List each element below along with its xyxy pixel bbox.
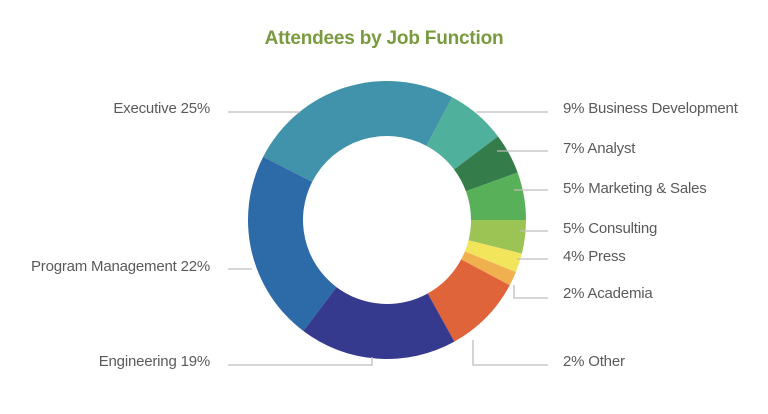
label-business-development: 9% Business Development [563, 100, 738, 117]
slice-consulting [468, 220, 526, 254]
label-marketing-sales: 5% Marketing & Sales [563, 180, 707, 197]
slice-business-development [426, 97, 499, 170]
slice-analyst [454, 136, 518, 192]
leader-lines [228, 111, 548, 366]
slice-marketing-sales [465, 172, 526, 220]
slice-other [427, 259, 510, 342]
leader-line [228, 357, 373, 366]
chart-title: Attendees by Job Function [264, 28, 504, 49]
slice-executive [263, 80, 453, 182]
label-press: 4% Press [563, 248, 626, 265]
leader-line [513, 285, 548, 299]
label-analyst: 7% Analyst [563, 140, 636, 157]
leader-line [472, 340, 548, 366]
label-executive: Executive 25% [113, 100, 210, 117]
donut-slices [248, 80, 526, 360]
slice-academia [461, 251, 516, 286]
slice-engineering [303, 287, 455, 360]
label-program-management: Program Management 22% [30, 258, 210, 275]
label-academia: 2% Academia [563, 285, 653, 302]
label-consulting: 5% Consulting [563, 220, 658, 237]
slice-program-management [248, 156, 337, 332]
label-other: 2% Other [563, 353, 625, 370]
label-engineering: Engineering 19% [98, 353, 210, 370]
slice-press [464, 240, 522, 273]
